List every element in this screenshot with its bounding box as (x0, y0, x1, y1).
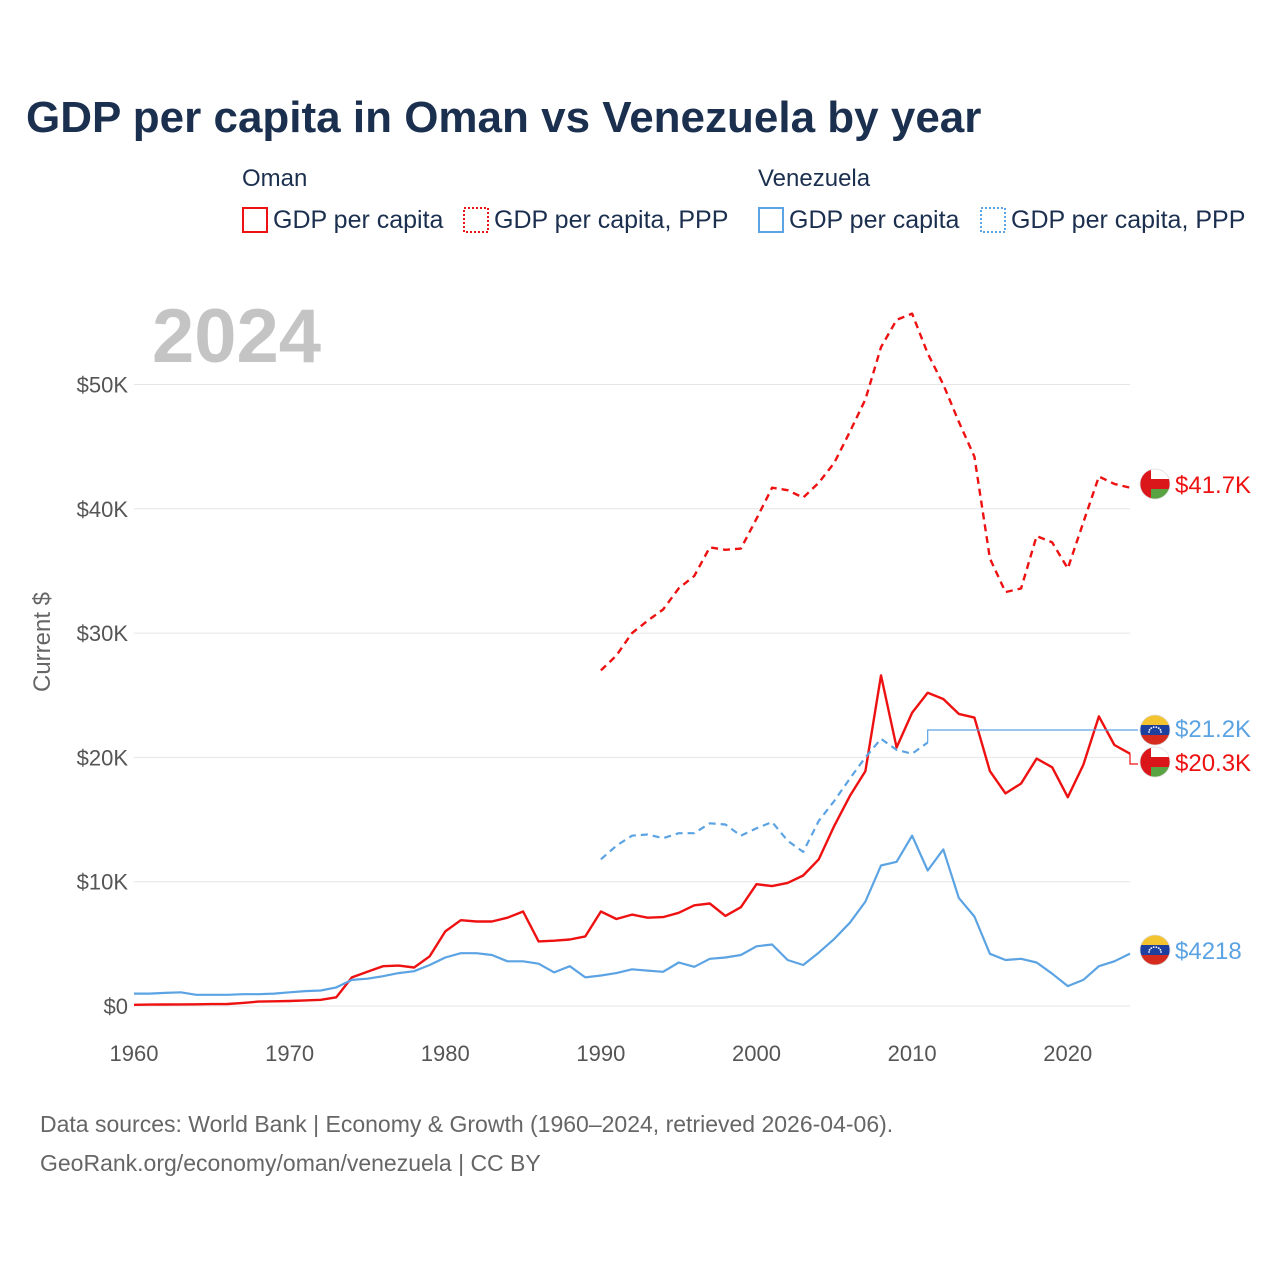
legend-group-venezuela: Venezuela (758, 165, 871, 192)
year-watermark: 2024 (152, 294, 321, 379)
gridlines (134, 384, 1130, 1007)
y-axis-label: Current $ (29, 592, 56, 692)
oman-flag-icon (1139, 468, 1171, 500)
legend-swatch-venezuela-gdp[interactable] (758, 207, 784, 233)
series-line-oman-ppp[interactable] (600, 312, 1131, 672)
oman-flag-icon (1139, 746, 1171, 778)
x-tick-label: 2020 (1043, 1041, 1092, 1066)
x-tick-label: 2010 (888, 1041, 937, 1066)
y-tick-label: $10K (77, 870, 129, 895)
series-line-venezuela-ppp[interactable] (600, 737, 929, 861)
end-label-value: $4218 (1175, 938, 1242, 965)
x-tick-label: 2000 (732, 1041, 781, 1066)
end-label-value: $41.7K (1175, 472, 1251, 499)
legend-label-venezuela-ppp[interactable]: GDP per capita, PPP (1011, 206, 1245, 234)
series-line-oman-gdp[interactable] (133, 674, 1131, 1006)
end-label-value: $21.2K (1175, 716, 1251, 743)
legend-swatch-oman-gdp[interactable] (242, 207, 268, 233)
y-axis-ticks: $0 $10K $20K $30K $40K $50K (77, 373, 129, 1020)
y-tick-label: $30K (77, 621, 129, 646)
y-tick-label: $0 (104, 994, 128, 1019)
end-label-leader (1129, 753, 1138, 765)
venezuela-flag-icon (1139, 934, 1171, 966)
end-labels: $41.7K $21.2K $20.3K $4218 (927, 468, 1251, 966)
x-tick-label: 1970 (265, 1041, 314, 1066)
y-tick-label: $20K (77, 745, 129, 770)
end-label-leader (927, 729, 1138, 743)
y-tick-label: $50K (77, 373, 129, 398)
venezuela-flag-icon (1139, 714, 1171, 746)
series-lines (133, 312, 1131, 1006)
legend-swatch-oman-ppp[interactable] (463, 207, 489, 233)
source-line-2[interactable]: GeoRank.org/economy/oman/venezuela | CC … (40, 1150, 541, 1176)
legend-group-oman: Oman (242, 165, 307, 192)
x-tick-label: 1960 (110, 1041, 159, 1066)
legend-label-venezuela-gdp[interactable]: GDP per capita (789, 206, 960, 234)
source-line-1: Data sources: World Bank | Economy & Gro… (40, 1111, 893, 1137)
y-tick-label: $40K (77, 497, 129, 522)
legend: Oman GDP per capita GDP per capita, PPP … (242, 165, 1245, 234)
chart-title: GDP per capita in Oman vs Venezuela by y… (26, 93, 981, 142)
x-tick-label: 1990 (576, 1041, 625, 1066)
x-tick-label: 1980 (421, 1041, 470, 1066)
legend-label-oman-gdp[interactable]: GDP per capita (273, 206, 444, 234)
end-label-value: $20.3K (1175, 750, 1251, 777)
x-axis-ticks: 1960 1970 1980 1990 2000 2010 2020 (110, 1041, 1093, 1066)
legend-label-oman-ppp[interactable]: GDP per capita, PPP (494, 206, 728, 234)
legend-swatch-venezuela-ppp[interactable] (980, 207, 1006, 233)
series-line-venezuela-gdp[interactable] (134, 834, 1131, 996)
